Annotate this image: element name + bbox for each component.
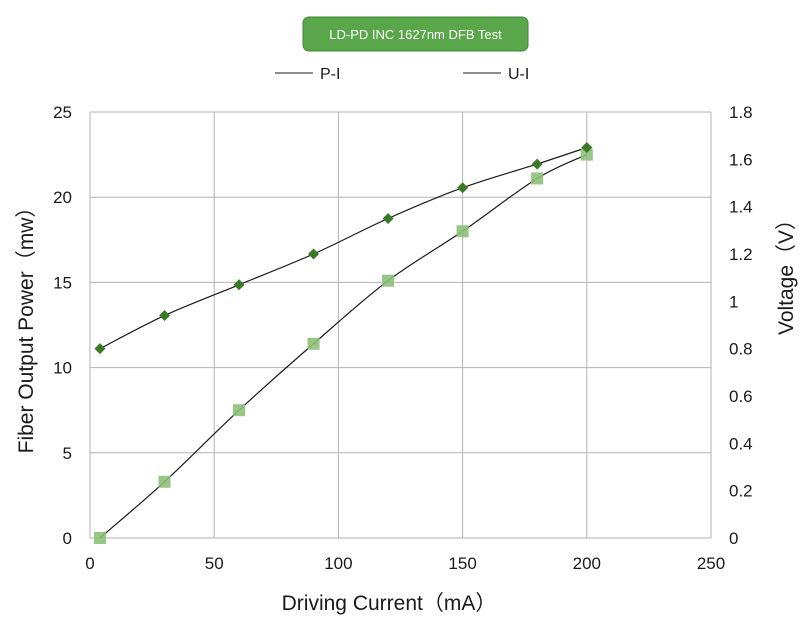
data-point-p-i	[158, 475, 171, 488]
series-line-p-i	[99, 154, 588, 539]
chart-title: LD-PD INC 1627nm DFB Test	[302, 16, 529, 52]
y2-tick-label: 1.8	[729, 103, 753, 122]
x-tick-label: 200	[573, 554, 601, 573]
y-tick-label: 20	[53, 188, 72, 207]
x-tick-label: 0	[85, 554, 94, 573]
data-point-p-i	[456, 225, 469, 238]
tick-labels: 0 50 100 150 200 250051015202500.20.40.60.811…	[53, 103, 753, 573]
legend: P-I U-I	[275, 66, 529, 83]
y-tick-label: 0	[63, 529, 72, 548]
y-tick-label: 15	[53, 273, 72, 292]
data-point-u-i	[457, 182, 469, 194]
legend-label-p-i: P-I	[320, 66, 340, 83]
data-point-p-i	[307, 337, 320, 350]
data-point-p-i	[531, 172, 544, 185]
y2-axis-title: Voltage（V）	[775, 209, 798, 335]
data-point-u-i	[531, 158, 543, 170]
data-point-p-i	[233, 404, 246, 417]
chart-title-box	[302, 16, 529, 52]
y2-tick-label: 0.6	[729, 387, 753, 406]
y2-tick-label: 1.4	[729, 198, 753, 217]
data-point-u-i	[94, 343, 106, 355]
y-tick-label: 10	[53, 359, 72, 378]
data-point-p-i	[580, 148, 593, 161]
series-markers	[93, 142, 593, 544]
y2-tick-label: 1	[729, 292, 738, 311]
data-point-u-i	[382, 213, 394, 224]
x-tick-label: 50	[205, 554, 224, 573]
series-line-u-i	[99, 146, 587, 350]
y2-tick-label: 0.2	[729, 482, 753, 501]
data-point-u-i	[159, 310, 171, 322]
data-point-p-i	[93, 532, 106, 544]
x-axis-title: Driving Current（mA）	[282, 592, 497, 615]
y-axis-title: Fiber Output Power（mw）	[15, 197, 38, 454]
data-point-u-i	[581, 142, 593, 153]
chart-title-text: LD-PD INC 1627nm DFB Test	[329, 27, 502, 42]
x-tick-label: 250	[697, 554, 725, 573]
data-point-u-i	[233, 279, 245, 291]
y2-tick-label: 0.8	[729, 340, 753, 359]
series-lines	[99, 146, 588, 539]
data-point-p-i	[382, 274, 395, 287]
y2-tick-label: 1.2	[729, 245, 753, 264]
y-tick-label: 25	[53, 103, 72, 122]
y2-tick-label: 0.4	[729, 434, 753, 453]
data-point-u-i	[308, 248, 320, 260]
y2-tick-label: 1.6	[729, 150, 753, 169]
y-tick-label: 5	[63, 444, 72, 463]
legend-label-u-i: U-I	[508, 66, 529, 83]
x-tick-label: 100	[324, 554, 352, 573]
x-tick-label: 150	[448, 554, 476, 573]
y2-tick-label: 0	[729, 529, 738, 548]
grid	[89, 111, 712, 539]
